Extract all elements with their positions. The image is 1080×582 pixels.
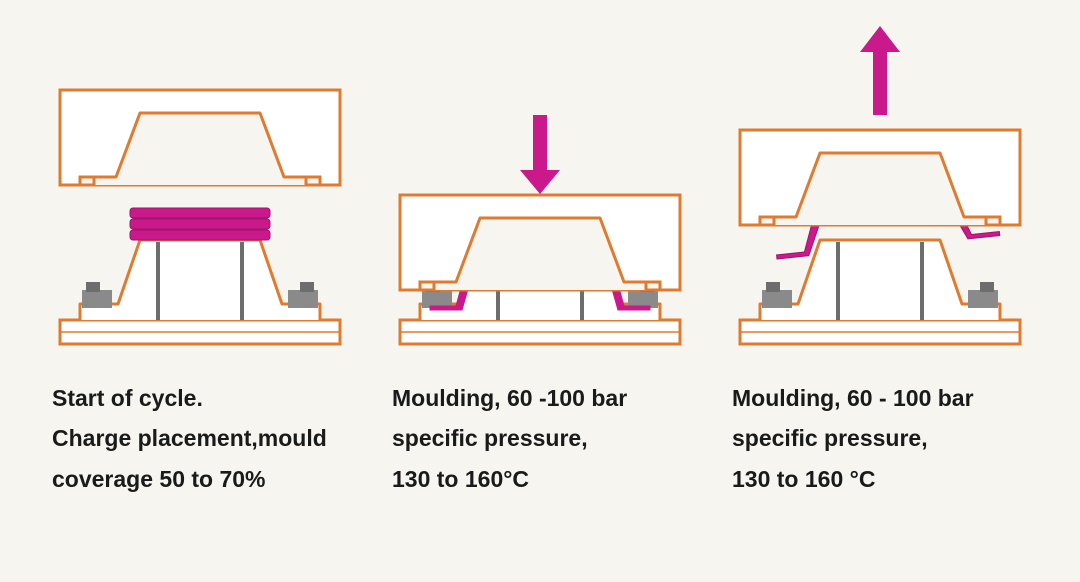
upper-mould xyxy=(60,90,340,185)
upper-mould xyxy=(400,195,680,290)
caption-moulding: Moulding, 60 -100 bar specific pressure,… xyxy=(388,378,692,499)
caption-demoulding: Moulding, 60 - 100 bar specific pressure… xyxy=(728,378,1032,499)
up-arrow-icon xyxy=(860,26,900,115)
diagram-stage: Start of cycle.Charge placement,mould co… xyxy=(0,0,1080,582)
panel-demoulding: Moulding, 60 - 100 bar specific pressure… xyxy=(720,0,1040,499)
panel-start: Start of cycle.Charge placement,mould co… xyxy=(40,0,360,499)
figure-demoulding xyxy=(720,0,1040,360)
figure-moulding xyxy=(380,0,700,360)
caption-start: Start of cycle.Charge placement,mould co… xyxy=(48,378,352,499)
lower-mould xyxy=(60,240,340,344)
panel-moulding: Moulding, 60 -100 bar specific pressure,… xyxy=(380,0,700,499)
charge-stack xyxy=(130,208,270,240)
down-arrow-icon xyxy=(520,115,560,194)
figure-start xyxy=(40,0,360,360)
upper-mould xyxy=(740,130,1020,225)
